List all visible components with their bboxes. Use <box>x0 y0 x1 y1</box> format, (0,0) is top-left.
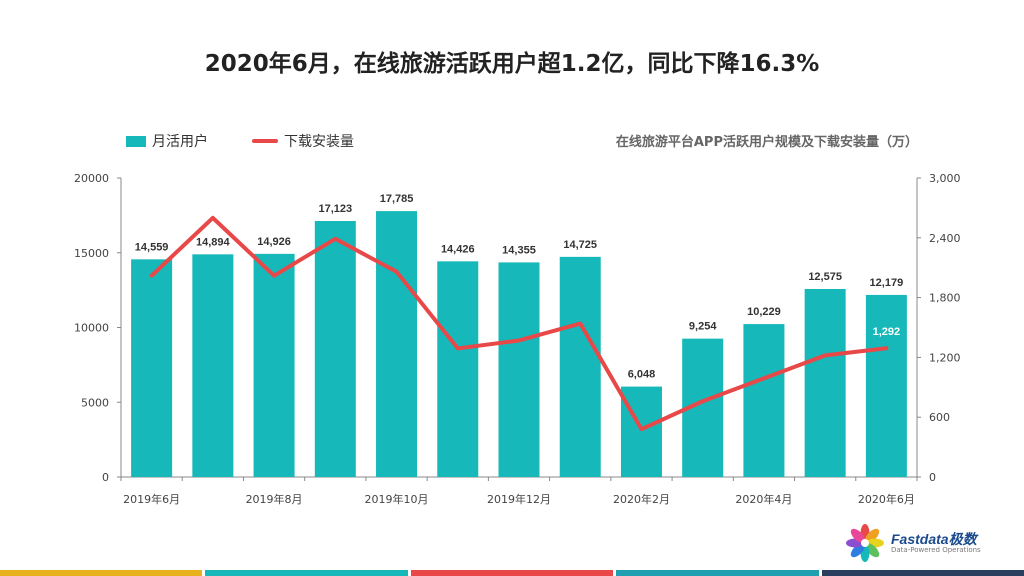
x-axis-tick-label: 2019年8月 <box>246 492 303 506</box>
bar-value-label: 14,559 <box>135 241 169 253</box>
right-axis-tick-label: 1,200 <box>929 351 961 364</box>
right-axis-tick-label: 0 <box>929 471 936 484</box>
left-axis-tick-label: 5000 <box>81 396 109 409</box>
legend-line-swatch <box>252 139 278 143</box>
brand-tagline: Data-Powered Operations <box>891 545 981 554</box>
bar <box>804 289 846 477</box>
line-point <box>333 237 337 241</box>
line-point <box>517 338 521 342</box>
bar-value-label: 14,725 <box>563 239 597 251</box>
page-title: 2020年6月，在线旅游活跃用户超1.2亿，同比下降16.3% <box>204 51 820 77</box>
brand-name: Fastdata极数 <box>891 530 977 547</box>
bar-value-label: 10,229 <box>747 306 781 318</box>
bar-value-label: 6,048 <box>628 369 656 381</box>
line-point <box>272 274 276 278</box>
chart-legend: 月活用户 下载安装量 <box>126 131 354 151</box>
line-point <box>150 274 154 278</box>
line-point <box>211 216 215 220</box>
footer-stripe-5 <box>821 570 1024 576</box>
bar <box>131 259 173 477</box>
left-axis-tick-label: 15000 <box>74 247 109 260</box>
bar <box>314 221 356 477</box>
bar-value-label: 14,355 <box>502 244 536 256</box>
footer-stripe-3 <box>410 570 614 576</box>
legend-line-label: 下载安装量 <box>284 134 354 150</box>
x-axis-tick-label: 2019年12月 <box>487 492 551 506</box>
footer-stripe-1 <box>0 570 203 576</box>
line-point <box>823 353 827 357</box>
left-axis-tick-label: 0 <box>102 471 109 484</box>
bar <box>437 261 479 477</box>
footer-stripe-2 <box>205 570 408 576</box>
bar <box>376 211 418 477</box>
chart-subtitle: 在线旅游平台APP活跃用户规模及下载安装量（万） <box>615 135 918 150</box>
bar-value-label: 12,575 <box>808 271 842 283</box>
line-point <box>701 399 705 403</box>
line-point <box>578 322 582 326</box>
legend-bar-label: 月活用户 <box>152 134 208 150</box>
brand-logo: Fastdata极数 Data-Powered Operations <box>845 523 981 563</box>
line-value-label: 1,292 <box>873 326 901 338</box>
x-axis-tick-label: 2019年10月 <box>365 492 429 506</box>
bar-value-label: 12,179 <box>870 277 904 289</box>
x-axis-tick-label: 2020年2月 <box>613 492 670 506</box>
flower-logo-icon <box>846 524 884 562</box>
legend-bar-swatch <box>126 135 146 147</box>
line-point <box>762 376 766 380</box>
x-axis-tick-label: 2019年6月 <box>123 492 180 506</box>
left-axis-tick-label: 20000 <box>74 172 109 185</box>
bar-value-label: 14,426 <box>441 243 475 255</box>
left-axis-tick-label: 10000 <box>74 322 109 335</box>
footer-stripe-4 <box>616 570 819 576</box>
x-axis-tick-label: 2020年6月 <box>858 492 915 506</box>
right-axis-tick-label: 600 <box>929 411 950 424</box>
bar <box>192 254 234 477</box>
bar <box>253 253 295 477</box>
bar-value-label: 14,894 <box>196 236 231 248</box>
bar <box>865 294 907 477</box>
bar-value-label: 14,926 <box>257 236 291 248</box>
bar-value-label: 17,123 <box>318 203 352 215</box>
bar <box>498 262 540 477</box>
line-point <box>639 427 643 431</box>
x-axis-tick-label: 2020年4月 <box>735 492 792 506</box>
line-point <box>395 270 399 274</box>
right-axis-tick-label: 3,000 <box>929 172 961 185</box>
footer-stripes <box>0 570 1024 576</box>
line-point <box>884 346 888 350</box>
line-point <box>456 346 460 350</box>
bar <box>559 256 601 477</box>
right-axis-tick-label: 1,800 <box>929 292 961 305</box>
bar-value-label: 17,785 <box>380 193 414 205</box>
bar-value-label: 9,254 <box>689 321 717 333</box>
bar <box>620 386 662 477</box>
right-axis-tick-label: 2,400 <box>929 232 961 245</box>
bar <box>743 324 785 477</box>
